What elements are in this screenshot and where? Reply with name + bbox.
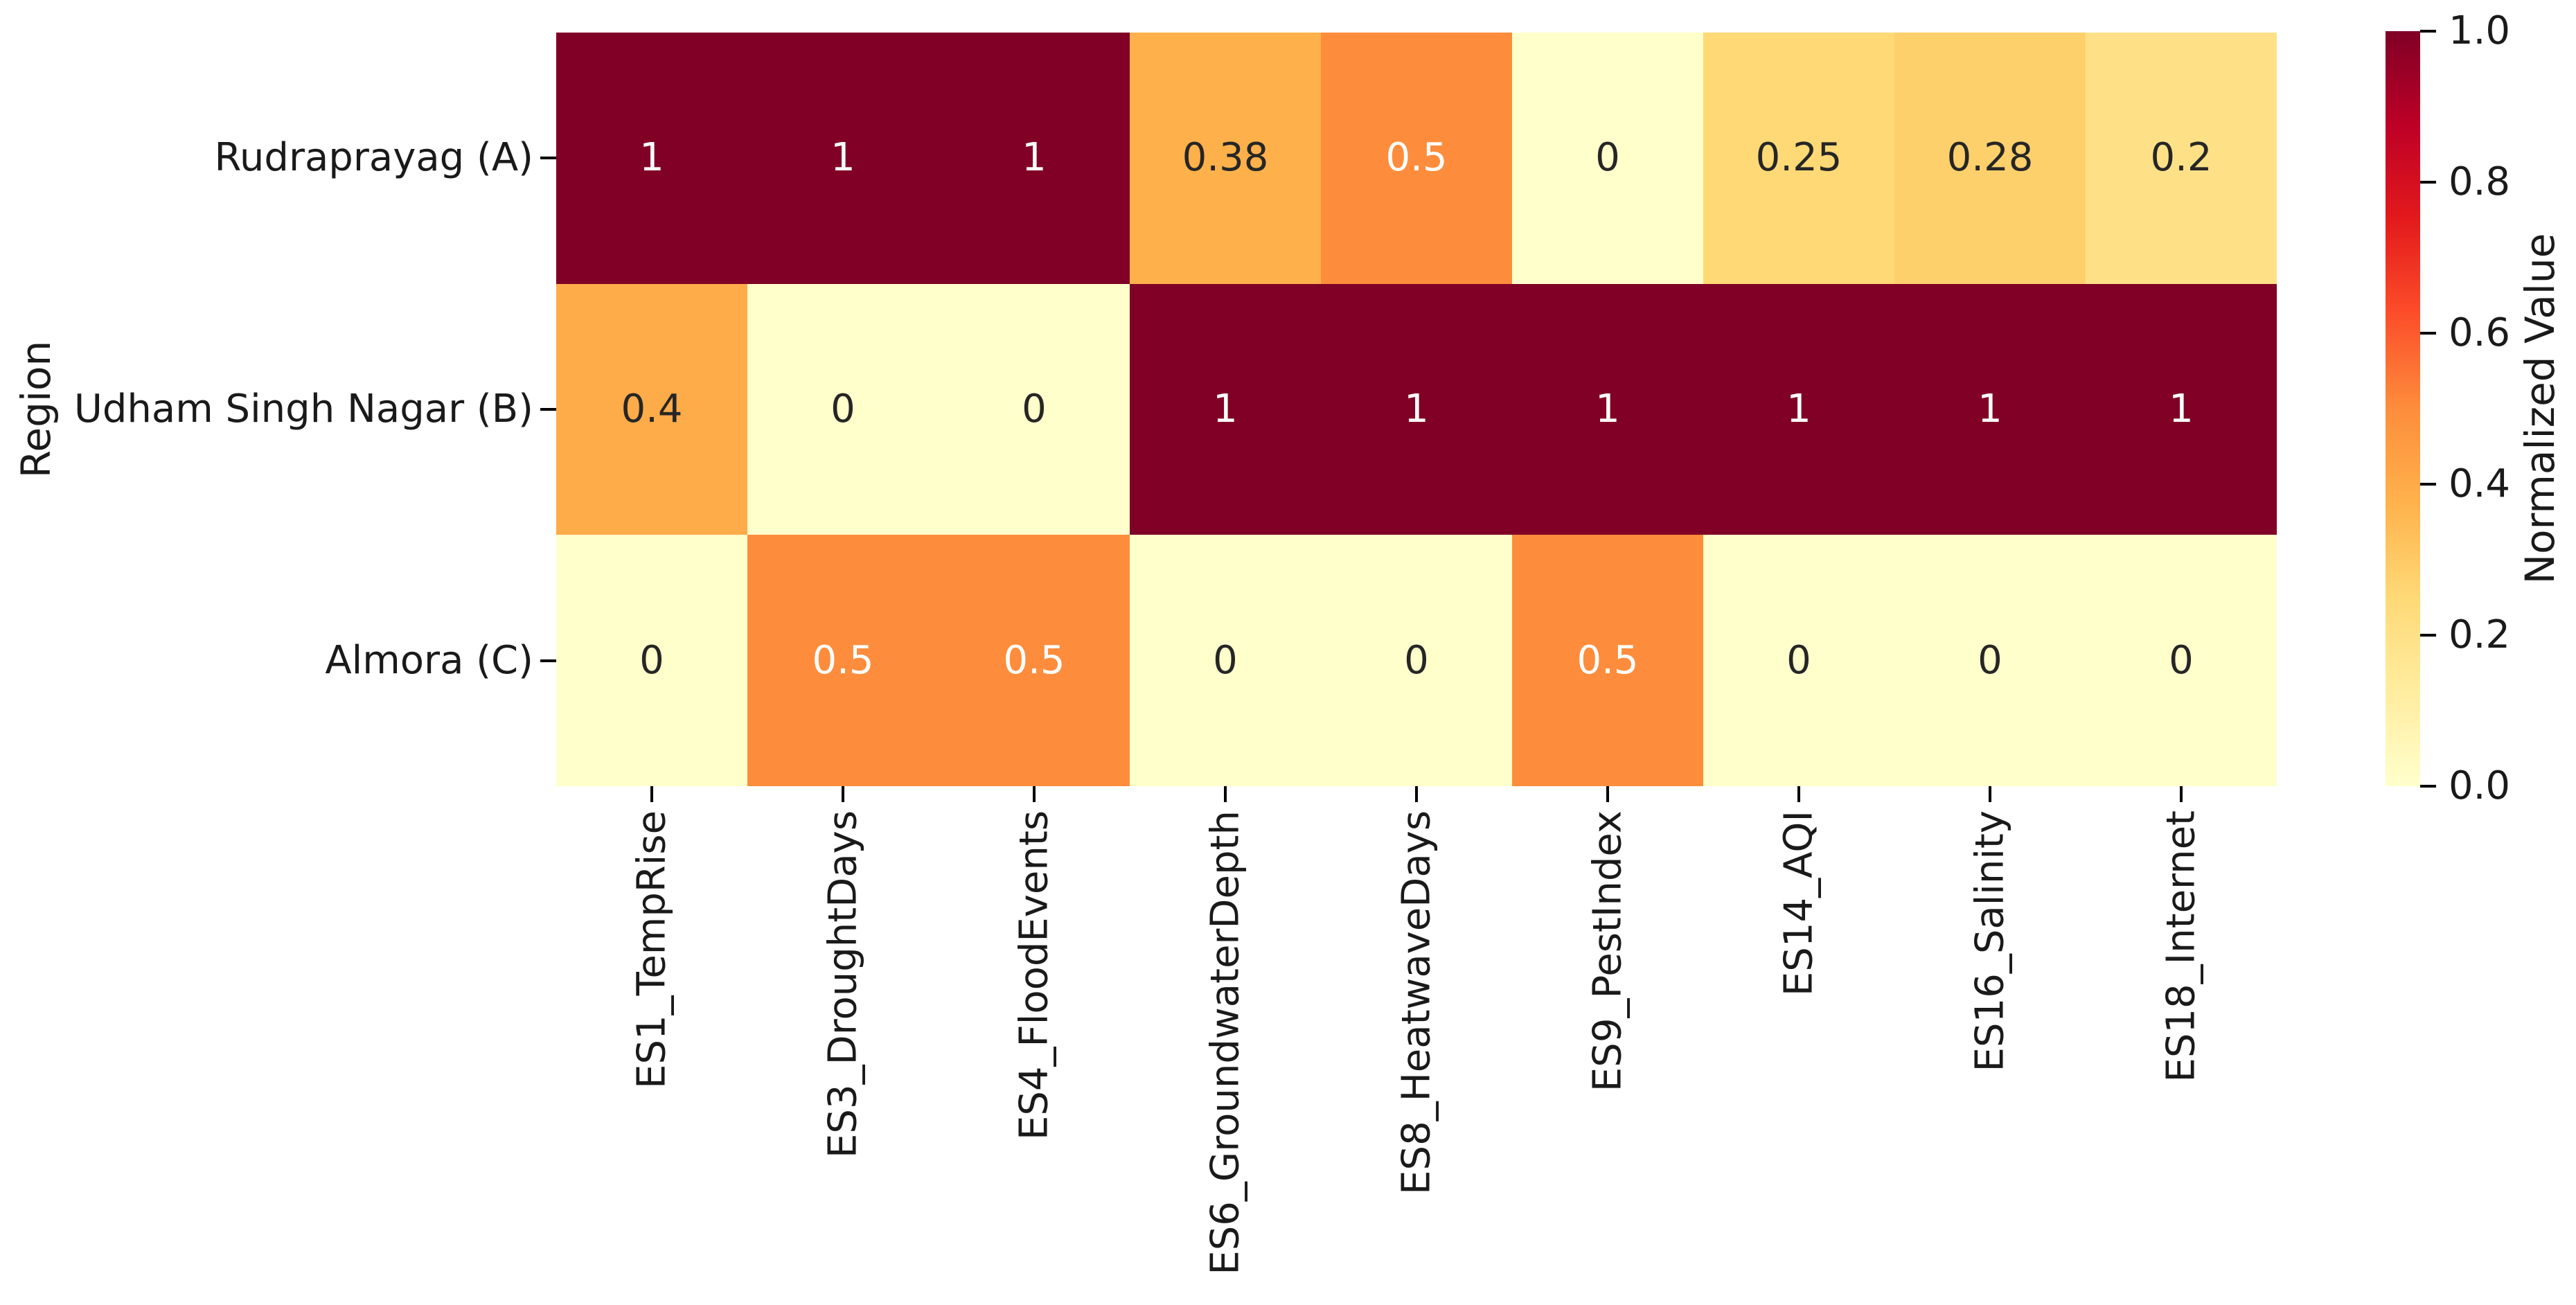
cell-value: 0.4 — [621, 386, 683, 432]
y-tick-mark — [540, 157, 556, 160]
x-tick-label: ES18_Internet — [2158, 810, 2204, 1083]
colorbar-tick-label: 0.0 — [2449, 763, 2511, 808]
colorbar-tick-label: 0.2 — [2449, 612, 2511, 657]
cell-value: 0 — [639, 637, 664, 683]
cell-value: 0.5 — [1003, 637, 1065, 683]
cell-value: 0 — [2169, 637, 2194, 683]
cell-value: 1 — [639, 135, 664, 181]
heatmap-cell: 0 — [747, 283, 939, 535]
colorbar-tick-mark — [2420, 332, 2436, 335]
y-tick-label: Almora (C) — [325, 637, 533, 683]
cell-value: 0 — [1213, 637, 1238, 683]
cell-value: 0 — [830, 386, 855, 432]
x-tick-label: ES3_DroughtDays — [820, 810, 866, 1158]
cell-value: 0.25 — [1755, 135, 1842, 181]
x-tick-mark — [2180, 786, 2183, 802]
colorbar-tick-label: 1.0 — [2449, 8, 2511, 53]
cell-value: 1 — [830, 135, 855, 181]
colorbar-label: Normalized Value — [2516, 233, 2564, 585]
heatmap-cell: 0.4 — [556, 283, 747, 535]
heatmap-cell: 1 — [1512, 283, 1703, 535]
cell-value: 1 — [1595, 386, 1620, 432]
x-tick-label: ES1_TempRise — [629, 810, 675, 1089]
heatmap-cell: 1 — [939, 33, 1130, 284]
heatmap-cell: 0.2 — [2086, 33, 2277, 284]
heatmap-cell: 0.28 — [1894, 33, 2086, 284]
x-tick-label: ES9_PestIndex — [1585, 810, 1631, 1092]
heatmap-cell: 0.5 — [1512, 535, 1703, 786]
cell-value: 1 — [1978, 386, 2002, 432]
x-tick-mark — [842, 786, 844, 802]
cell-value: 0.2 — [2150, 135, 2212, 181]
x-tick-label: ES4_FloodEvents — [1011, 810, 1057, 1140]
heatmap-cell: 0 — [1703, 535, 1894, 786]
x-tick-mark — [1415, 786, 1418, 802]
heatmap-cell: 0 — [1894, 535, 2086, 786]
heatmap-cell: 1 — [1894, 283, 2086, 535]
x-tick-mark — [650, 786, 653, 802]
heatmap-cell: 1 — [747, 33, 939, 284]
x-tick-mark — [1989, 786, 1991, 802]
cell-value: 1 — [1213, 386, 1238, 432]
x-tick-label: ES14_AQI — [1776, 810, 1822, 997]
colorbar-tick-mark — [2420, 181, 2436, 184]
heatmap-cell: 0 — [556, 535, 747, 786]
y-tick-label: Udham Singh Nagar (B) — [73, 387, 533, 432]
x-tick-mark — [1606, 786, 1609, 802]
heatmap-cell: 0.5 — [939, 535, 1130, 786]
colorbar-gradient — [2386, 31, 2420, 786]
heatmap-cell: 0.38 — [1130, 33, 1321, 284]
cell-value: 0.28 — [1946, 135, 2034, 181]
heatmap-cell: 0 — [2086, 535, 2277, 786]
cell-value: 0 — [1022, 386, 1047, 432]
colorbar-tick-mark — [2420, 30, 2436, 33]
cell-value: 1 — [2169, 386, 2194, 432]
y-tick-mark — [540, 659, 556, 662]
heatmap-cell: 1 — [2086, 283, 2277, 535]
x-tick-mark — [1033, 786, 1036, 802]
heatmap-cell: 1 — [1130, 283, 1321, 535]
colorbar-tick-label: 0.4 — [2449, 461, 2511, 506]
y-tick-mark — [540, 408, 556, 411]
cell-value: 0 — [1595, 135, 1620, 181]
cell-value: 0.5 — [1576, 637, 1639, 683]
x-tick-mark — [1797, 786, 1800, 802]
x-tick-label: ES16_Salinity — [1967, 810, 2013, 1072]
cell-value: 0 — [1978, 637, 2002, 683]
heatmap-cell: 1 — [1321, 283, 1512, 535]
colorbar-tick-mark — [2420, 634, 2436, 637]
heatmap-cell: 0 — [1130, 535, 1321, 786]
cell-value: 0.5 — [812, 637, 874, 683]
x-tick-mark — [1224, 786, 1227, 802]
heatmap-cell: 0 — [1321, 535, 1512, 786]
x-tick-label: ES8_HeatwaveDays — [1394, 810, 1439, 1195]
cell-value: 0.5 — [1385, 135, 1448, 181]
cell-value: 1 — [1786, 386, 1811, 432]
colorbar-tick-mark — [2420, 785, 2436, 788]
x-tick-label: ES6_GroundwaterDepth — [1202, 810, 1248, 1275]
cell-value: 1 — [1022, 135, 1047, 181]
colorbar-tick-mark — [2420, 483, 2436, 486]
heatmap-cell: 0 — [1512, 33, 1703, 284]
heatmap-cell: 1 — [1703, 283, 1894, 535]
y-tick-label: Rudraprayag (A) — [214, 135, 533, 181]
heatmap-cell: 0.5 — [1321, 33, 1512, 284]
cell-value: 0.38 — [1182, 135, 1269, 181]
cell-value: 0 — [1404, 637, 1429, 683]
colorbar-tick-label: 0.6 — [2449, 310, 2511, 355]
cell-value: 1 — [1404, 386, 1429, 432]
heatmap-grid: 1 1 1 0.38 0.5 0 0.25 0.28 0.2 0.4 0 0 1 1 1 1 1 1 0 0.5 0.5… — [556, 33, 2277, 786]
heatmap-cell: 0.25 — [1703, 33, 1894, 284]
colorbar-tick-label: 0.8 — [2449, 159, 2511, 204]
heatmap-cell: 0 — [939, 283, 1130, 535]
heatmap-cell: 0.5 — [747, 535, 939, 786]
cell-value: 0 — [1786, 637, 1811, 683]
heatmap-cell: 1 — [556, 33, 747, 284]
